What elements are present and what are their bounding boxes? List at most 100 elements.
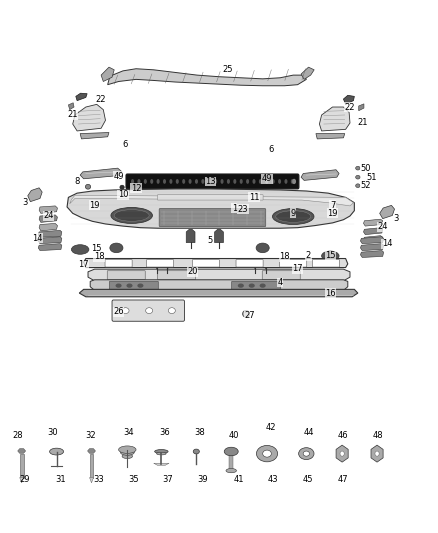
Ellipse shape (201, 179, 205, 184)
Text: 39: 39 (198, 475, 208, 483)
Text: 40: 40 (229, 431, 240, 440)
Text: 25: 25 (223, 66, 233, 74)
Ellipse shape (144, 179, 147, 184)
Polygon shape (20, 478, 24, 483)
Ellipse shape (208, 179, 211, 184)
Polygon shape (70, 195, 353, 206)
Ellipse shape (263, 450, 272, 457)
Text: 50: 50 (360, 164, 371, 173)
Bar (20, 454, 24, 478)
Text: 17: 17 (292, 264, 303, 273)
Polygon shape (84, 200, 99, 205)
Text: 35: 35 (128, 475, 139, 483)
Ellipse shape (71, 245, 89, 254)
Polygon shape (90, 280, 348, 290)
Text: 3: 3 (393, 214, 399, 223)
FancyBboxPatch shape (312, 260, 339, 267)
Polygon shape (101, 67, 114, 82)
Text: 6: 6 (268, 145, 274, 154)
Text: 32: 32 (85, 431, 95, 440)
Ellipse shape (291, 179, 294, 184)
Polygon shape (154, 463, 169, 465)
Text: 28: 28 (12, 431, 23, 440)
Polygon shape (81, 198, 102, 209)
Polygon shape (301, 67, 314, 79)
Polygon shape (18, 449, 25, 453)
Ellipse shape (116, 284, 122, 288)
Ellipse shape (110, 243, 123, 253)
Ellipse shape (146, 308, 152, 313)
Bar (89, 454, 93, 478)
FancyBboxPatch shape (192, 260, 219, 267)
Ellipse shape (49, 448, 64, 455)
Ellipse shape (119, 446, 136, 454)
Text: 11: 11 (249, 193, 259, 202)
FancyBboxPatch shape (157, 195, 263, 200)
Ellipse shape (120, 185, 124, 189)
Polygon shape (360, 251, 384, 257)
Text: 27: 27 (244, 311, 255, 320)
Text: 38: 38 (194, 428, 205, 437)
Ellipse shape (220, 179, 223, 184)
Text: 5: 5 (208, 237, 213, 246)
Text: 3: 3 (22, 198, 28, 207)
Text: 18: 18 (94, 253, 104, 261)
Ellipse shape (138, 179, 141, 184)
Ellipse shape (240, 179, 243, 184)
Polygon shape (38, 244, 62, 251)
FancyBboxPatch shape (232, 281, 281, 290)
Text: 20: 20 (187, 268, 198, 276)
Ellipse shape (356, 175, 360, 179)
Polygon shape (364, 219, 383, 226)
Text: 14: 14 (382, 239, 392, 248)
Polygon shape (67, 189, 354, 228)
Text: 26: 26 (113, 307, 124, 316)
Polygon shape (321, 205, 340, 216)
Ellipse shape (127, 284, 133, 288)
Polygon shape (89, 478, 93, 483)
Ellipse shape (170, 179, 173, 184)
Text: 19: 19 (327, 209, 338, 218)
Polygon shape (38, 237, 62, 244)
Polygon shape (28, 188, 42, 201)
Ellipse shape (157, 179, 159, 184)
Text: 22: 22 (96, 94, 106, 103)
Ellipse shape (168, 308, 175, 313)
Ellipse shape (156, 453, 166, 455)
Ellipse shape (138, 284, 144, 288)
Ellipse shape (284, 179, 287, 184)
Polygon shape (186, 229, 195, 243)
FancyBboxPatch shape (110, 281, 158, 290)
Ellipse shape (155, 450, 168, 454)
Ellipse shape (272, 179, 275, 184)
Ellipse shape (356, 184, 360, 188)
Ellipse shape (120, 449, 134, 455)
Ellipse shape (195, 179, 198, 184)
Text: 21: 21 (358, 118, 368, 127)
Text: 47: 47 (337, 475, 348, 483)
Polygon shape (88, 449, 95, 453)
Text: 49: 49 (262, 174, 272, 183)
Text: 15: 15 (92, 245, 102, 254)
Ellipse shape (257, 446, 278, 462)
Text: 49: 49 (113, 172, 124, 181)
Ellipse shape (214, 179, 217, 184)
Text: 43: 43 (267, 475, 278, 483)
FancyBboxPatch shape (105, 260, 132, 267)
Ellipse shape (238, 284, 244, 288)
Text: 21: 21 (67, 110, 78, 119)
Polygon shape (319, 107, 350, 131)
Text: 24: 24 (43, 212, 54, 221)
FancyBboxPatch shape (126, 174, 299, 189)
Polygon shape (371, 445, 383, 462)
Polygon shape (108, 69, 306, 86)
Text: 42: 42 (265, 423, 276, 432)
Ellipse shape (111, 207, 152, 223)
Text: 24: 24 (378, 222, 388, 231)
Ellipse shape (114, 209, 149, 221)
Text: 45: 45 (302, 475, 313, 483)
FancyBboxPatch shape (280, 260, 307, 267)
Text: 8: 8 (74, 177, 80, 186)
Text: 15: 15 (325, 252, 336, 260)
Polygon shape (316, 134, 345, 139)
